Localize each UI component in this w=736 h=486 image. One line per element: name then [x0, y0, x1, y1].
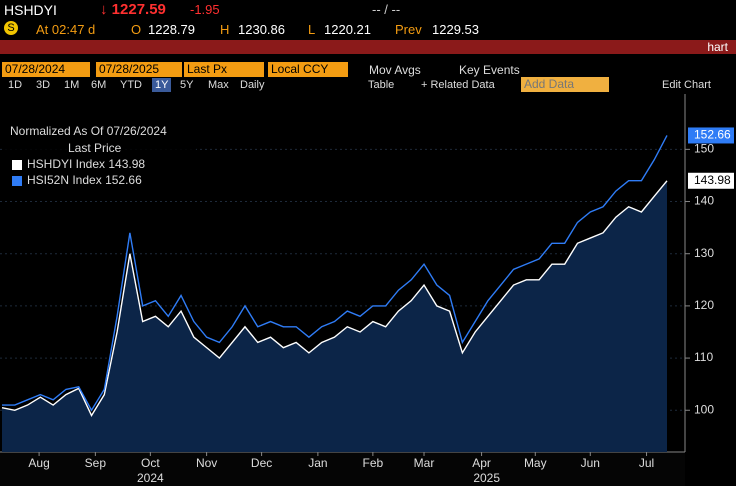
- y-tick-label: 120: [694, 298, 714, 312]
- legend-name: HSHDYI Index: [27, 157, 105, 171]
- legend-subtitle: Last Price: [68, 141, 122, 155]
- legend-name: HSI52N Index: [27, 173, 102, 187]
- year-label: 2024: [137, 471, 164, 485]
- area: [2, 180, 667, 452]
- x-tick-label: Apr: [472, 456, 491, 470]
- legend-label: HSHDYI Index 143.98: [27, 157, 145, 171]
- low-label: L: [308, 22, 316, 37]
- period-button[interactable]: 1Y: [152, 78, 172, 92]
- high: 1230.86: [238, 22, 285, 37]
- period-button[interactable]: YTD: [120, 79, 142, 91]
- y-tick-label: 130: [694, 246, 714, 260]
- legend-swatch: [12, 176, 22, 186]
- x-tick-label: Sep: [85, 456, 107, 470]
- tab[interactable]: hart: [707, 40, 728, 54]
- period-button[interactable]: 3D: [36, 79, 51, 91]
- x-tick-label: Nov: [196, 456, 217, 470]
- edit-chart[interactable]: Edit Chart: [662, 79, 711, 91]
- time: At 02:47 d: [36, 22, 96, 37]
- legend-value: 143.98: [108, 157, 145, 171]
- x-tick-label: Jan: [308, 456, 327, 470]
- x-tick-label: Feb: [363, 456, 384, 470]
- prev: 1229.53: [432, 22, 479, 37]
- y-tick-label: 150: [694, 142, 714, 156]
- line: [2, 135, 668, 412]
- tab-bar: [0, 40, 736, 54]
- icon: S: [4, 21, 18, 35]
- currency[interactable]: Local CCY: [268, 62, 348, 77]
- open: 1228.79: [148, 22, 195, 37]
- x-axis-band: [0, 453, 685, 486]
- bid-ask: -- / --: [372, 2, 401, 17]
- change: -1.95: [190, 2, 220, 17]
- price: ↓ 1227.59: [100, 1, 166, 18]
- chart: 100 110 120 130 140 150 Aug Sep Oct Nov Dec Jan Feb M…: [0, 94, 736, 486]
- low: 1220.21: [324, 22, 371, 37]
- last-value-tag: 152.66: [688, 127, 734, 144]
- last-value-label: 143.98: [694, 173, 731, 187]
- ticker: HSHDYI: [4, 2, 57, 18]
- period-button[interactable]: 1M: [64, 79, 80, 91]
- legend-value: 152.66: [105, 173, 142, 187]
- y-tick-label: 140: [694, 194, 714, 208]
- open-label: O: [131, 22, 142, 37]
- x-tick-label: Jun: [581, 456, 600, 470]
- legend-label: HSI52N Index 152.66: [27, 173, 142, 187]
- period-button[interactable]: 6M: [91, 79, 107, 91]
- x-tick-label: Aug: [28, 456, 49, 470]
- x-tick-label: Mar: [414, 456, 435, 470]
- x-tick-label: Oct: [141, 456, 160, 470]
- period-button[interactable]: 1D: [8, 79, 23, 91]
- end-date[interactable]: 07/28/2025: [96, 62, 182, 77]
- period-button[interactable]: Max: [208, 79, 229, 91]
- start-date[interactable]: 07/28/2024: [2, 62, 90, 77]
- high-label: H: [220, 22, 230, 37]
- x-tick-label: Dec: [251, 456, 272, 470]
- legend-title: Normalized As Of 07/26/2024: [10, 124, 167, 138]
- legend: Normalized As Of 07/26/2024 Last Price HSH…: [2, 118, 196, 188]
- y-tick-label: 100: [694, 402, 714, 416]
- legend-swatch: [12, 160, 22, 170]
- frequency[interactable]: Daily: [240, 79, 265, 91]
- last-value-box: [688, 127, 734, 144]
- prev-label: Prev: [395, 22, 422, 37]
- last-value-label: 152.66: [694, 128, 731, 142]
- x-tick-label: Jul: [639, 456, 654, 470]
- year-label: 2025: [473, 471, 500, 485]
- key-events[interactable]: Key Events: [459, 63, 520, 77]
- y-tick-label: 110: [694, 350, 713, 364]
- period-button[interactable]: 5Y: [180, 79, 194, 91]
- line: [1, 180, 668, 417]
- field[interactable]: Last Px: [184, 62, 264, 77]
- x-tick-label: May: [524, 456, 547, 470]
- add-data[interactable]: Add Data: [521, 77, 609, 92]
- legend-box: [2, 118, 196, 188]
- mov-avgs[interactable]: Mov Avgs: [369, 63, 421, 77]
- last-value-tag: 143.98: [688, 172, 734, 189]
- table[interactable]: Table: [368, 79, 395, 91]
- last-value-box: [688, 172, 734, 189]
- related-data[interactable]: + Related Data: [421, 79, 495, 91]
